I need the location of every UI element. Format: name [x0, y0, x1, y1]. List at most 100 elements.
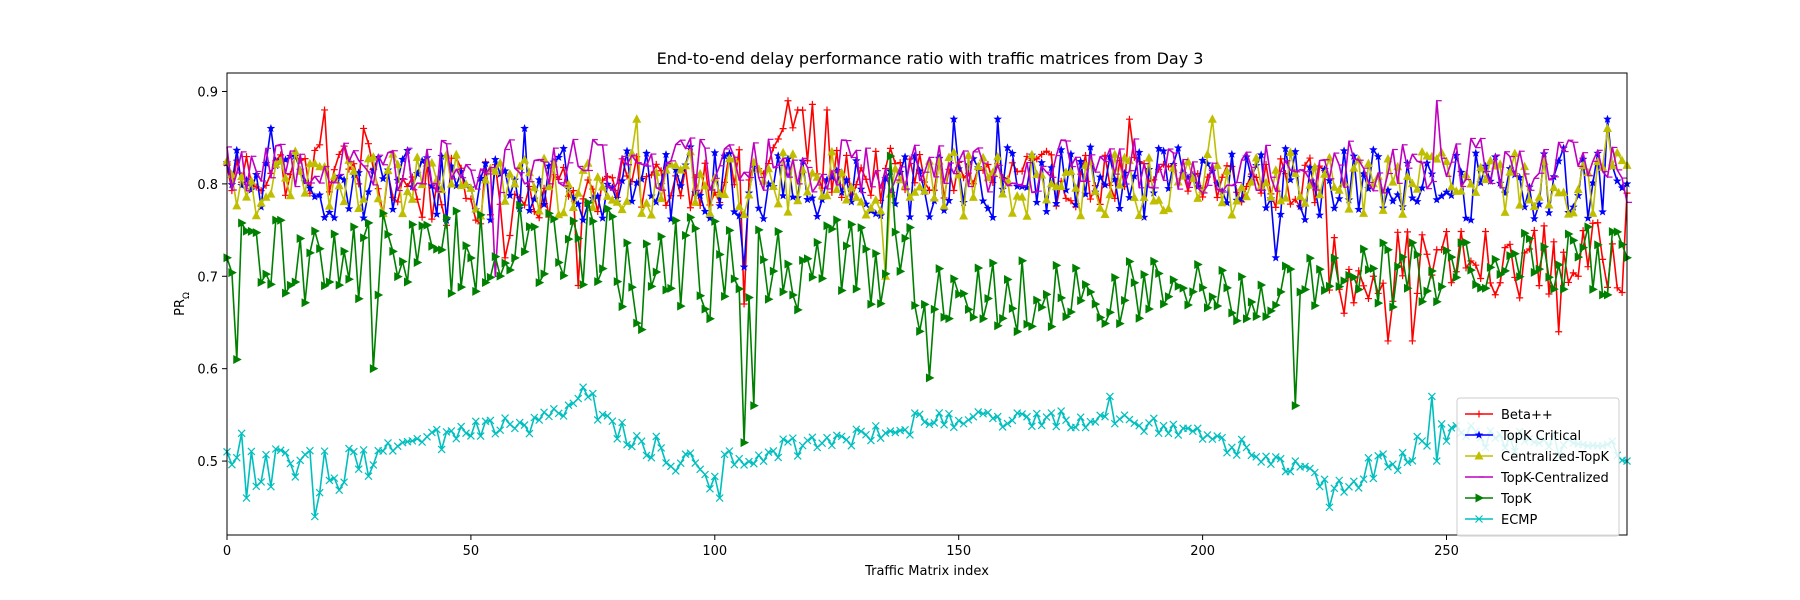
data-point — [491, 252, 501, 262]
data-point — [1242, 152, 1251, 161]
data-point — [1154, 144, 1163, 153]
x-axis: 0 50 100 150 200 250 — [223, 535, 1459, 559]
data-point — [1300, 215, 1310, 224]
data-point — [389, 246, 398, 256]
data-point — [355, 180, 363, 188]
data-point — [242, 192, 252, 201]
data-point — [560, 271, 569, 281]
data-point — [588, 193, 598, 203]
data-point — [1617, 183, 1627, 192]
data-point — [1330, 234, 1338, 242]
data-point — [1081, 423, 1090, 432]
data-point — [1164, 292, 1174, 302]
data-point — [378, 174, 388, 183]
data-point — [677, 301, 686, 311]
data-point — [1360, 282, 1368, 290]
data-point — [1106, 307, 1115, 317]
data-point — [993, 114, 1003, 123]
series-ecmp — [223, 383, 1631, 521]
data-point — [315, 488, 324, 497]
data-point — [1472, 280, 1481, 290]
data-point — [1477, 275, 1485, 283]
data-point — [1257, 280, 1267, 290]
data-point — [1120, 168, 1129, 177]
data-point — [1355, 284, 1364, 294]
y-tick-label: 0.5 — [197, 455, 218, 470]
data-point — [1051, 199, 1061, 208]
data-point — [910, 151, 920, 160]
data-point — [599, 264, 608, 274]
data-point — [247, 185, 256, 194]
data-point — [1594, 240, 1603, 250]
data-point — [740, 300, 748, 308]
data-point — [461, 179, 471, 188]
data-point — [1111, 273, 1120, 283]
data-point — [408, 219, 418, 229]
data-point — [1218, 173, 1226, 181]
data-point — [876, 206, 886, 215]
data-point — [438, 201, 446, 209]
data-point — [1193, 193, 1203, 202]
data-point — [735, 284, 745, 294]
data-point — [501, 258, 511, 268]
data-point — [1169, 275, 1179, 285]
data-point — [983, 203, 993, 213]
data-point — [593, 172, 603, 181]
data-point — [1134, 147, 1144, 156]
data-point — [974, 263, 984, 273]
data-point — [1364, 184, 1373, 193]
data-point — [891, 428, 900, 437]
data-point — [501, 254, 509, 262]
data-point — [261, 158, 271, 168]
data-point — [438, 245, 447, 255]
data-point — [954, 164, 963, 173]
data-point — [407, 194, 417, 203]
data-point — [1506, 251, 1515, 261]
x-tick-label: 50 — [463, 544, 480, 559]
data-point — [1160, 299, 1169, 309]
data-point — [1261, 203, 1271, 212]
data-point — [1408, 456, 1417, 465]
data-point — [1067, 307, 1076, 317]
data-point — [1535, 282, 1543, 290]
data-point — [608, 417, 617, 426]
data-point — [671, 165, 681, 174]
data-point — [838, 285, 847, 295]
data-point — [1384, 245, 1393, 255]
data-point — [1584, 263, 1592, 271]
data-point — [954, 416, 963, 425]
data-point — [959, 210, 969, 220]
data-point — [1310, 162, 1320, 171]
data-point — [945, 314, 954, 324]
data-point — [535, 278, 545, 288]
data-point — [1530, 226, 1538, 234]
data-point — [862, 244, 872, 254]
data-point — [1384, 337, 1392, 345]
data-point — [1033, 155, 1041, 163]
data-point — [321, 106, 329, 114]
data-point — [1017, 192, 1027, 201]
data-point — [643, 239, 652, 249]
data-point — [1208, 292, 1218, 302]
data-point — [334, 180, 344, 190]
data-point — [520, 123, 529, 133]
y-axis-label: PRΩ — [173, 292, 192, 316]
data-point — [481, 174, 491, 184]
data-point — [788, 434, 797, 443]
data-point — [623, 440, 631, 449]
data-point — [847, 197, 856, 206]
data-point — [412, 169, 422, 178]
data-point — [1247, 297, 1257, 307]
data-point — [1218, 433, 1227, 442]
data-point — [228, 268, 237, 278]
data-point — [501, 414, 509, 422]
data-point — [574, 233, 584, 243]
data-point — [335, 280, 345, 290]
data-point — [676, 165, 686, 174]
data-point — [1423, 250, 1431, 258]
data-point — [1096, 411, 1105, 420]
data-point — [1525, 182, 1534, 191]
data-point — [647, 281, 657, 291]
data-point — [1100, 180, 1110, 189]
